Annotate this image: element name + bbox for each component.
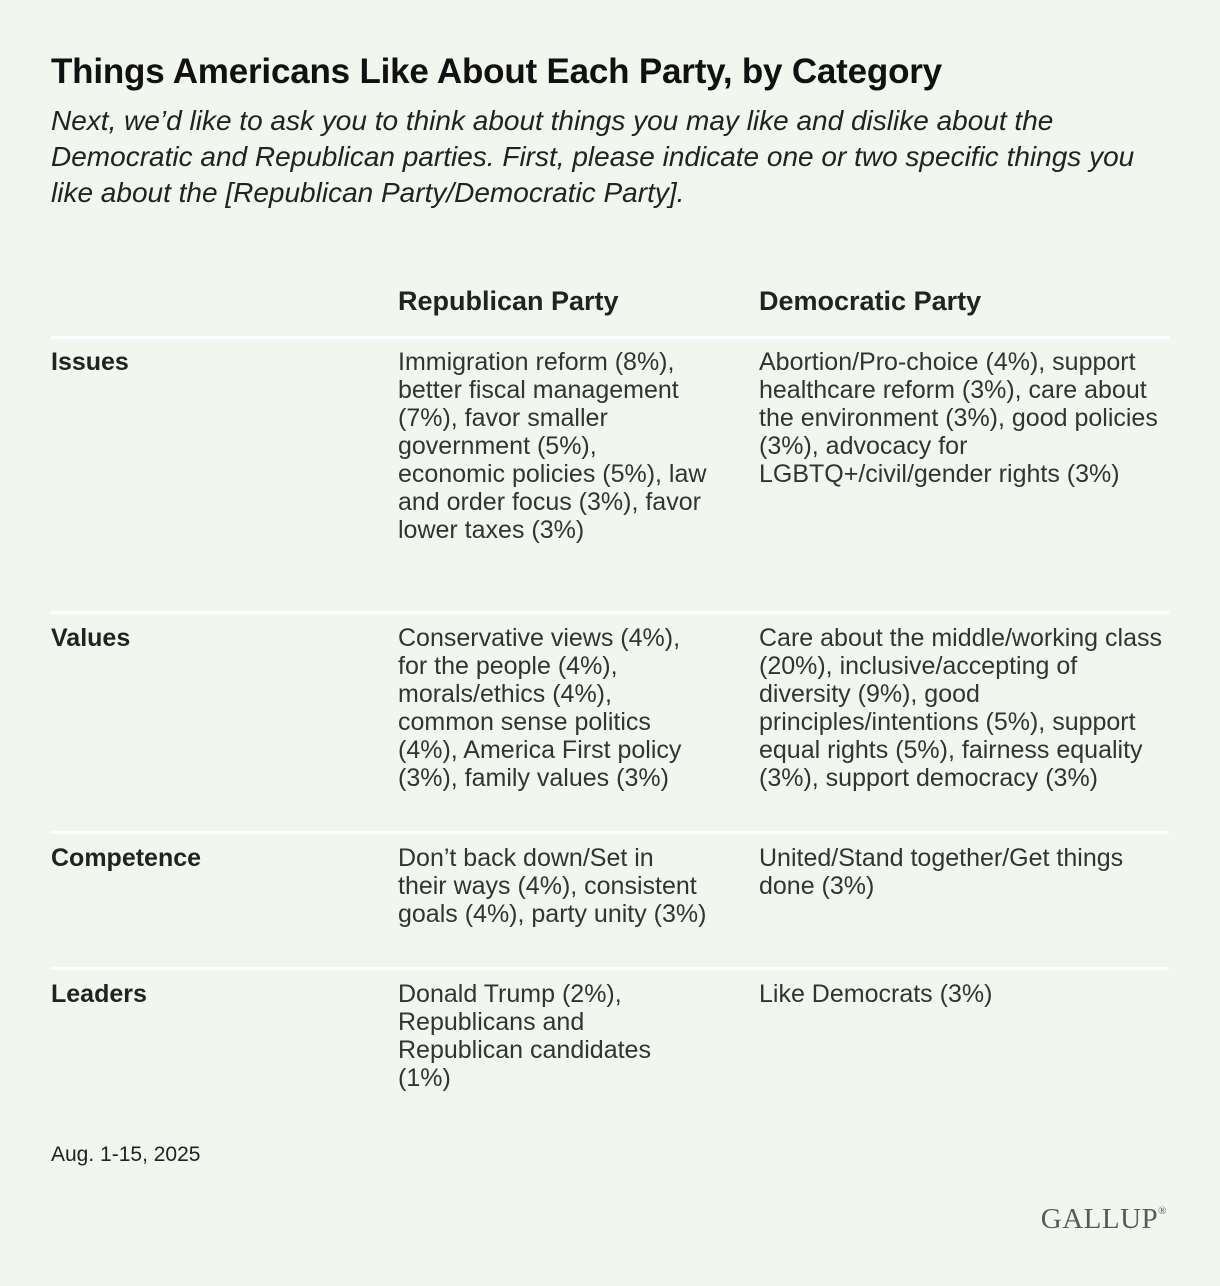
- column-header-democratic: Democratic Party: [759, 286, 982, 316]
- row-divider: [51, 336, 1169, 339]
- logo-text: GALLUP: [1040, 1203, 1159, 1235]
- row-label-issues: Issues: [51, 348, 129, 376]
- row-divider: [51, 831, 1169, 834]
- row-label-competence: Competence: [51, 844, 202, 872]
- column-header-republican: Republican Party: [398, 286, 619, 316]
- registered-mark: ®: [1158, 1205, 1167, 1217]
- survey-dates: Aug. 1-15, 2025: [51, 1143, 201, 1166]
- cell-competence-republican: Don’t back down/Set in their ways (4%), …: [398, 844, 707, 928]
- row-label-leaders: Leaders: [51, 980, 147, 1008]
- cell-leaders-republican: Donald Trump (2%), Republicans and Repub…: [398, 980, 651, 1092]
- gallup-logo: GALLUP®: [1041, 1203, 1167, 1236]
- cell-values-democratic: Care about the middle/working class (20%…: [759, 624, 1162, 792]
- cell-issues-republican: Immigration reform (8%), better fiscal m…: [398, 348, 707, 544]
- row-divider: [51, 967, 1169, 970]
- question-text: Next, we’d like to ask you to think abou…: [51, 105, 1135, 208]
- cell-issues-democratic: Abortion/Pro-choice (4%), support health…: [759, 348, 1158, 488]
- cell-leaders-democratic: Like Democrats (3%): [759, 980, 993, 1008]
- chart-title: Things Americans Like About Each Party, …: [51, 52, 942, 91]
- cell-values-republican: Conservative views (4%), for the people …: [398, 624, 682, 792]
- cell-competence-democratic: United/Stand together/Get things done (3…: [759, 844, 1124, 900]
- row-label-values: Values: [51, 624, 131, 652]
- row-divider: [51, 611, 1169, 614]
